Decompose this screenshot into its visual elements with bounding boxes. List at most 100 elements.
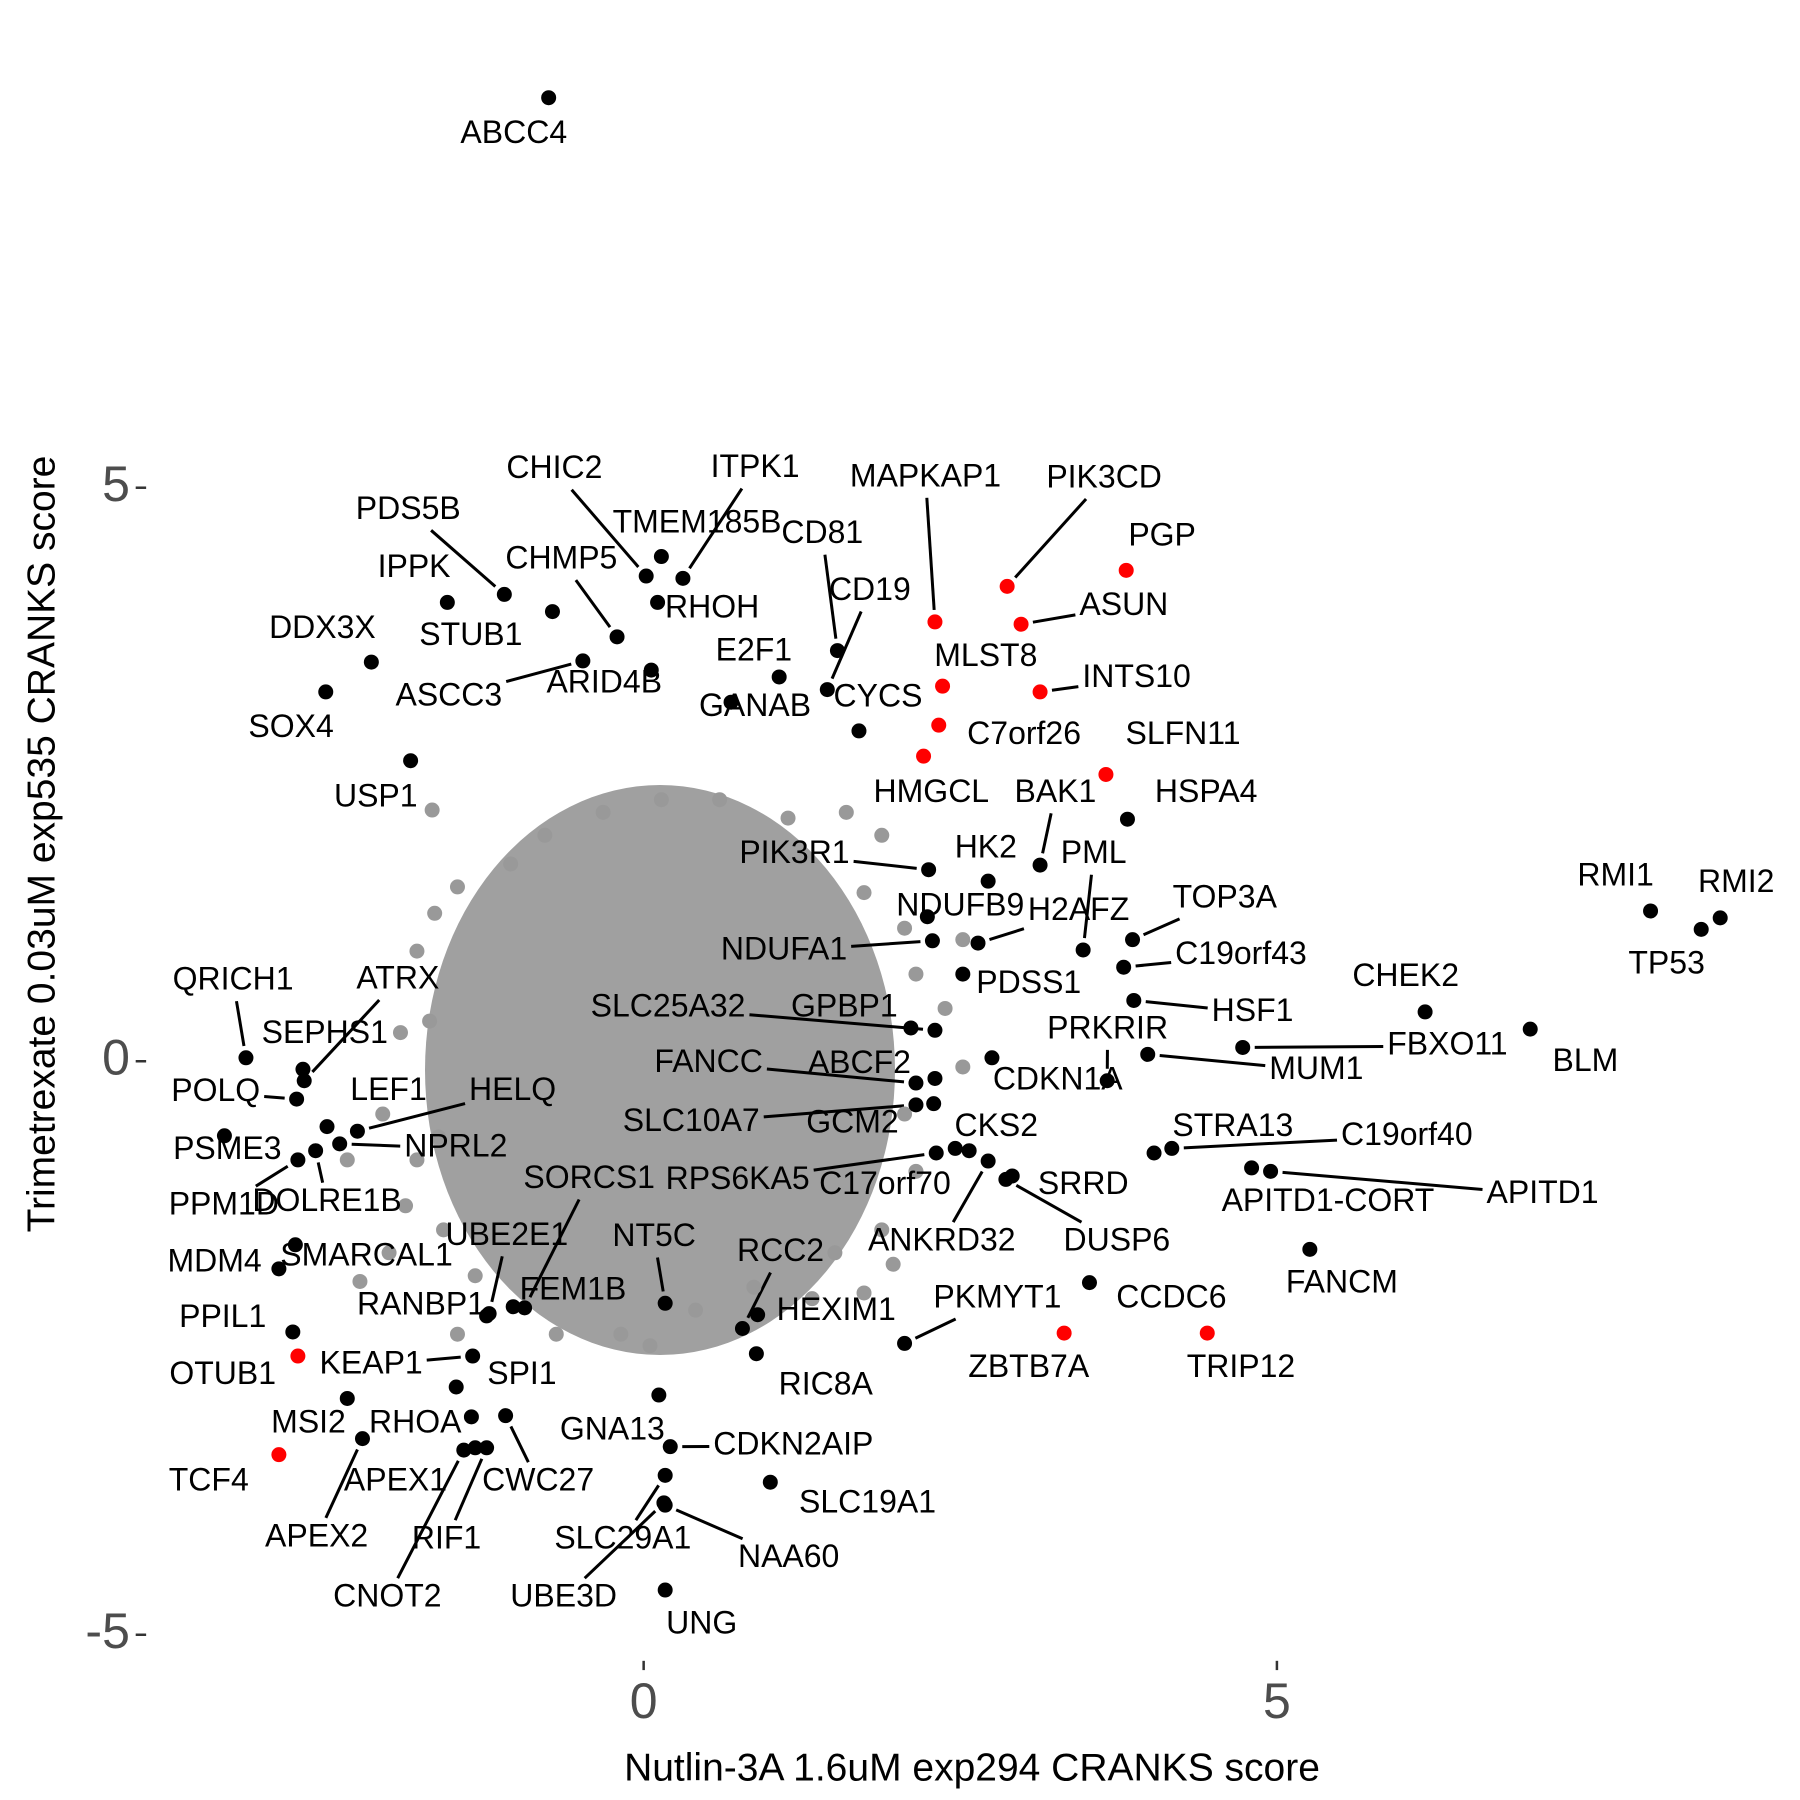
point-label: BLM	[1553, 1042, 1619, 1078]
point	[354, 1431, 370, 1447]
point	[650, 594, 666, 610]
point-label: DUSP6	[1064, 1222, 1171, 1258]
point	[422, 1013, 438, 1029]
point-label: ANKRD32	[868, 1222, 1016, 1258]
point	[916, 748, 932, 764]
point-label: KEAP1	[320, 1345, 423, 1381]
point-label: RMI1	[1577, 856, 1653, 892]
point-label: POLQ	[171, 1072, 260, 1108]
x-tick-label: 5	[1263, 1673, 1291, 1729]
label-connector	[749, 1013, 924, 1031]
point	[349, 1123, 365, 1139]
label-connector	[763, 1104, 905, 1119]
point	[613, 1326, 629, 1342]
label-connector	[396, 1460, 460, 1579]
y-axis-title: Trimetrexate 0.03uM exp535 CRANKS score	[20, 456, 63, 1233]
point	[927, 1070, 943, 1086]
label-connector	[1282, 1170, 1483, 1191]
label-connector	[583, 1510, 657, 1580]
point-label: C19orf40	[1341, 1116, 1473, 1152]
point	[657, 1582, 673, 1598]
point	[961, 1143, 977, 1159]
point	[642, 1338, 658, 1354]
point	[1098, 766, 1114, 782]
point	[1146, 1145, 1162, 1161]
point	[750, 1307, 766, 1323]
label-connector	[851, 940, 921, 948]
label-connector	[813, 1153, 925, 1172]
point	[1140, 1046, 1156, 1062]
point-label: RPS6KA5	[666, 1160, 810, 1196]
point-label: RHOA	[369, 1404, 462, 1440]
label-connector	[1082, 874, 1093, 939]
point	[947, 1140, 963, 1156]
point	[762, 1474, 778, 1490]
label-connector	[989, 927, 1025, 941]
point	[1199, 1325, 1215, 1341]
point-label: MUM1	[1269, 1050, 1363, 1086]
point	[856, 885, 872, 901]
label-connector	[766, 1067, 905, 1084]
point	[656, 1495, 672, 1511]
point-label: STRA13	[1172, 1107, 1293, 1143]
point	[403, 753, 419, 769]
point-label: SMARCAL1	[280, 1237, 453, 1273]
point	[657, 1295, 673, 1311]
point-label: C7orf26	[967, 715, 1081, 751]
point	[927, 1022, 943, 1038]
label-connector	[255, 1164, 289, 1188]
point	[238, 1050, 254, 1066]
point-label: TOP3A	[1173, 878, 1278, 914]
point-label: SORCS1	[523, 1159, 655, 1195]
label-connector	[1254, 1045, 1384, 1049]
point	[1013, 616, 1029, 632]
point	[1081, 1275, 1097, 1291]
point	[1056, 1325, 1072, 1341]
label-connector	[746, 1271, 772, 1319]
point-label: CWC27	[482, 1462, 594, 1498]
point	[295, 1061, 311, 1077]
point	[1302, 1241, 1318, 1257]
point-label: TP53	[1628, 944, 1704, 980]
label-connector	[324, 1448, 359, 1519]
label-connector	[1051, 685, 1079, 692]
point	[332, 1136, 348, 1152]
labels: ABCC4 CHIC2 ITPK1 PDS5B TMEM185B CD81 IPPK CHMP…	[167, 114, 1774, 1640]
point	[463, 1409, 479, 1425]
point	[984, 1050, 1000, 1066]
point-label: TCF4	[169, 1462, 249, 1498]
point	[308, 1143, 324, 1159]
point	[1164, 1140, 1180, 1156]
point	[1125, 932, 1141, 948]
label-connector	[656, 1257, 665, 1292]
point	[908, 1163, 924, 1179]
point-label: SEPHS1	[262, 1014, 388, 1050]
point-label: CKS2	[954, 1107, 1038, 1143]
point	[1118, 562, 1134, 578]
point-label: GNA13	[560, 1411, 665, 1447]
point	[827, 1245, 843, 1261]
label-connector	[1135, 961, 1172, 968]
density-cloud	[425, 785, 895, 1355]
point	[289, 1091, 305, 1107]
point	[921, 862, 937, 878]
point	[1116, 959, 1132, 975]
point-label: CHEK2	[1352, 957, 1459, 993]
point-label: SPI1	[487, 1355, 556, 1391]
point	[734, 1321, 750, 1337]
point	[1263, 1163, 1279, 1179]
point	[1032, 857, 1048, 873]
point	[1075, 942, 1091, 958]
point	[653, 792, 669, 808]
point	[935, 678, 951, 694]
point-label: TRIP12	[1187, 1348, 1295, 1384]
label-connector	[316, 1162, 325, 1184]
point-label: HEXIM1	[777, 1291, 896, 1327]
point-label: RCC2	[737, 1232, 824, 1268]
point-label: CDKN1A	[993, 1060, 1123, 1096]
point-label: SRRD	[1038, 1165, 1129, 1201]
point	[503, 856, 519, 872]
point	[1417, 1004, 1433, 1020]
point	[318, 684, 334, 700]
